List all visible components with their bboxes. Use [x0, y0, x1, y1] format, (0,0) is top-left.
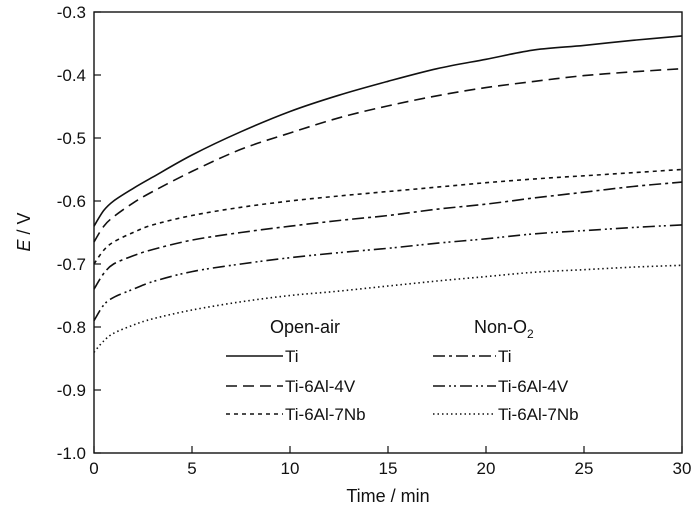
y-tick-label: -0.7	[57, 255, 86, 274]
legend-title-non-o2-main: Non-O	[474, 317, 527, 337]
x-tick-label: 10	[281, 459, 300, 478]
x-tick-label: 25	[575, 459, 594, 478]
legend-label-open-air-ti-6al-4v: Ti-6Al-4V	[285, 377, 356, 396]
series-line-open-air-ti	[93, 35, 683, 227]
y-tick-label: -0.8	[57, 318, 86, 337]
y-tick-label: -0.4	[57, 66, 86, 85]
y-tick-label: -0.5	[57, 129, 86, 148]
x-axis-title: Time / min	[346, 486, 429, 506]
y-tick-label: -0.3	[57, 3, 86, 22]
y-tick-label: -1.0	[57, 444, 86, 463]
x-tick-label: 15	[379, 459, 398, 478]
legend-label-non-o2-ti: Ti	[498, 347, 512, 366]
series-line-open-air-ti-6al-7nb	[93, 168, 683, 265]
x-tick-label: 30	[673, 459, 692, 478]
legend-title-open-air: Open-air	[270, 317, 340, 337]
y-axis-title-symbol: E	[14, 239, 34, 252]
legend-label-non-o2-ti-6al-7nb: Ti-6Al-7Nb	[498, 405, 579, 424]
legend-label-open-air-ti-6al-7nb: Ti-6Al-7Nb	[285, 405, 366, 424]
x-tick-label: 0	[89, 459, 98, 478]
chart-series	[93, 35, 683, 353]
legend-label-non-o2-ti-6al-4v: Ti-6Al-4V	[498, 377, 569, 396]
y-axis-ticks: -1.0 -0.9 -0.8 -0.7 -0.6 -0.5 -0.4 -0.3	[57, 3, 101, 463]
legend-title-non-o2-subscript: 2	[527, 327, 534, 341]
y-axis-title-unit: / V	[14, 212, 34, 239]
plot-frame	[93, 11, 683, 454]
y-tick-label: -0.6	[57, 192, 86, 211]
series-line-non-o2-ti-6al-4v	[93, 224, 683, 322]
y-tick-label: -0.9	[57, 381, 86, 400]
x-tick-label: 20	[477, 459, 496, 478]
legend-title-non-o2: Non-O2	[474, 317, 534, 341]
series-line-non-o2-ti-6al-7nb	[93, 264, 683, 353]
x-tick-label: 5	[187, 459, 196, 478]
series-line-non-o2-ti	[93, 181, 683, 290]
legend: Open-air Non-O2 Ti Ti-6Al-4V Ti-6Al-7Nb …	[226, 317, 579, 424]
x-axis-ticks: 0 5 10 15 20 25 30	[89, 446, 691, 478]
series-line-open-air-ti-6al-4v	[93, 67, 683, 243]
legend-label-open-air-ti: Ti	[285, 347, 299, 366]
y-axis-title: E / V	[14, 212, 34, 251]
